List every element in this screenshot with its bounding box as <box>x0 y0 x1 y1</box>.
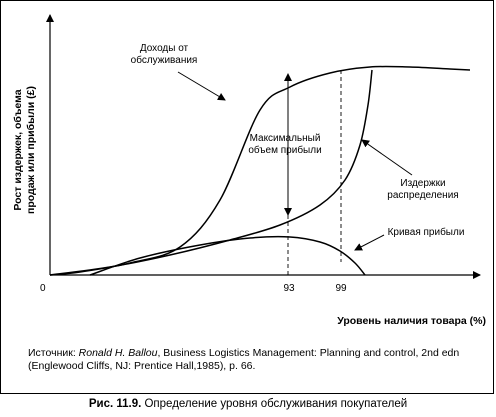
profit-pointer <box>354 234 385 251</box>
caption-number: Рис. 11.9. <box>88 398 142 410</box>
y-axis-label-line2: продаж или прибыли (£) <box>25 86 37 214</box>
source-author: Ronald H. Ballou <box>78 347 158 359</box>
source-rest: , Business Logistics Management: Plannin… <box>28 347 460 372</box>
x-origin-label: 0 <box>40 283 46 294</box>
chart: Рост издержек, объема продаж или прибыли… <box>12 14 486 327</box>
figure-caption: Рис. 11.9. Определение уровня обслуживан… <box>0 398 496 410</box>
series-line-profit-curve <box>89 235 366 276</box>
cost-pointer <box>361 139 413 176</box>
series-label-cost-2: распределения <box>387 190 458 201</box>
revenue-pointer <box>177 71 226 101</box>
series-label-profit: Кривая прибыли <box>388 226 465 238</box>
series-line-distribution-cost <box>49 69 373 276</box>
x-axis-label: Уровень наличия товара (%) <box>337 315 486 327</box>
series-label-cost-1: Издержки <box>400 178 445 189</box>
x-tick-99: 99 <box>335 283 347 294</box>
series-line-service-revenue <box>49 65 471 276</box>
source-prefix: Источник: <box>28 347 79 359</box>
series-label-revenue-2: обслуживания <box>131 54 198 66</box>
annotation-line-2: объем прибыли <box>248 144 321 156</box>
figure-frame <box>0 0 494 394</box>
series-label-revenue-1: Доходы от <box>140 43 189 54</box>
annotation-line-1: Максимальный <box>250 133 321 144</box>
x-tick-93: 93 <box>283 283 295 294</box>
y-axis-label-line1: Рост издержек, объема <box>12 89 24 210</box>
caption-text: Определение уровня обслуживания покупате… <box>141 398 408 410</box>
source-note: Источник: Ronald H. Ballou, Business Log… <box>28 347 488 373</box>
